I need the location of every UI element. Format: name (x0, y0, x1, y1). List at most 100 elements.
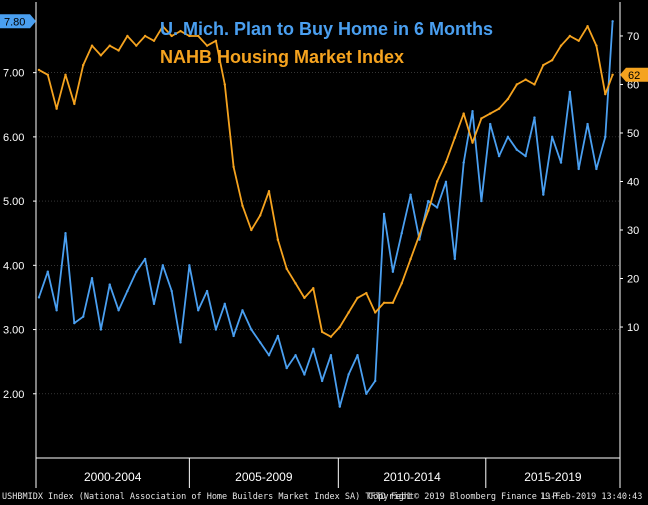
umich-data-point (444, 180, 448, 184)
nahb-data-point (108, 44, 111, 47)
nahb-data-point (64, 73, 67, 76)
nahb-data-point (294, 282, 297, 285)
left-axis-tick-label: 6.00 (3, 132, 24, 144)
nahb-data-point (135, 44, 138, 47)
nahb-data-point (197, 34, 200, 38)
nahb-data-point (179, 29, 182, 33)
chart-title-nahb: NAHB Housing Market Index (160, 47, 404, 67)
nahb-data-point (480, 117, 483, 120)
right-axis-tick-label: 20 (627, 274, 639, 286)
umich-data-point (400, 232, 403, 235)
umich-data-point (365, 392, 368, 395)
nahb-data-point (595, 44, 598, 47)
umich-data-point (241, 309, 244, 312)
umich-data-point (170, 289, 173, 293)
right-axis-tick-label: 50 (627, 128, 639, 140)
umich-data-point (108, 283, 111, 286)
umich-data-point (409, 193, 412, 196)
umich-data-point (135, 270, 138, 273)
nahb-data-point (497, 107, 501, 110)
umich-data-point (356, 354, 359, 357)
nahb-data-point (117, 49, 120, 52)
nahb-data-point (258, 214, 262, 217)
chart-title-umich: U. Mich. Plan to Buy Home in 6 Months (160, 19, 493, 39)
nahb-last-value-label: 62 (628, 70, 640, 82)
nahb-data-point (152, 39, 156, 43)
nahb-data-point (559, 44, 563, 47)
nahb-data-point (462, 112, 465, 115)
umich-data-point (347, 373, 350, 376)
umich-data-point (126, 289, 129, 293)
nahb-data-point (285, 267, 288, 271)
umich-data-point (285, 366, 288, 370)
umich-data-point (205, 289, 209, 293)
umich-data-point (152, 302, 156, 306)
nahb-data-point (170, 34, 173, 38)
nahb-data-point (542, 63, 545, 67)
nahb-data-point (250, 228, 253, 232)
nahb-data-point (611, 73, 614, 76)
nahb-data-point (489, 112, 492, 115)
umich-last-value-tag (0, 14, 36, 29)
umich-data-point (312, 347, 315, 351)
umich-data-point (64, 232, 67, 235)
nahb-data-point (453, 136, 457, 140)
umich-data-point (276, 334, 280, 338)
nahb-data-point (533, 83, 536, 86)
nahb-data-point (444, 160, 448, 164)
nahb-data-point (90, 44, 94, 47)
left-axis-tick-label: 4.00 (3, 260, 24, 272)
umich-data-point (550, 135, 554, 139)
nahb-data-point (338, 325, 341, 329)
x-period-label: 2015-2019 (524, 470, 582, 484)
umich-data-point (480, 199, 483, 203)
nahb-data-point (267, 189, 271, 193)
umich-data-point (611, 20, 614, 23)
nahb-data-point (409, 257, 412, 261)
umich-data-point (267, 354, 271, 357)
umich-data-point (223, 302, 226, 306)
umich-data-point (214, 328, 218, 331)
umich-data-point (55, 309, 58, 312)
umich-data-point (320, 379, 324, 383)
nahb-series-line (38, 25, 614, 338)
nahb-data-point (161, 25, 165, 28)
umich-data-point (258, 341, 262, 344)
nahb-data-point (143, 34, 147, 38)
nahb-data-point (365, 291, 368, 295)
umich-data-point (471, 109, 474, 113)
umich-data-point (294, 354, 297, 357)
right-axis-tick-label: 40 (627, 176, 639, 188)
nahb-data-point (303, 296, 306, 300)
umich-data-point (595, 167, 598, 171)
nahb-data-point (515, 83, 518, 86)
umich-data-point (250, 328, 253, 331)
umich-data-point (542, 193, 545, 196)
umich-data-point (489, 122, 492, 126)
x-period-label: 2000-2004 (84, 470, 142, 484)
chart-footer: USHBMIDX Index (National Association of … (0, 489, 648, 505)
umich-data-point (232, 334, 235, 338)
umich-data-point (604, 135, 607, 139)
umich-data-point (161, 264, 165, 267)
nahb-data-point (347, 311, 350, 314)
nahb-data-point (241, 204, 244, 207)
nahb-data-point (81, 63, 85, 67)
nahb-data-point (550, 59, 554, 62)
umich-data-point (524, 154, 527, 158)
nahb-data-point (320, 330, 324, 334)
umich-data-point (37, 296, 41, 299)
umich-data-point (382, 212, 386, 216)
nahb-data-point (391, 301, 395, 304)
nahb-data-point (73, 102, 76, 106)
nahb-data-point (418, 233, 421, 237)
nahb-data-point (99, 54, 103, 57)
umich-data-point (81, 315, 85, 318)
umich-last-value-label: 7.80 (4, 16, 25, 28)
umich-data-point (453, 257, 457, 261)
nahb-data-point (373, 311, 377, 314)
nahb-data-point (435, 180, 439, 183)
footer-timestamp: 19-Feb-2019 13:40:43 (540, 492, 643, 502)
nahb-data-point (329, 335, 333, 338)
